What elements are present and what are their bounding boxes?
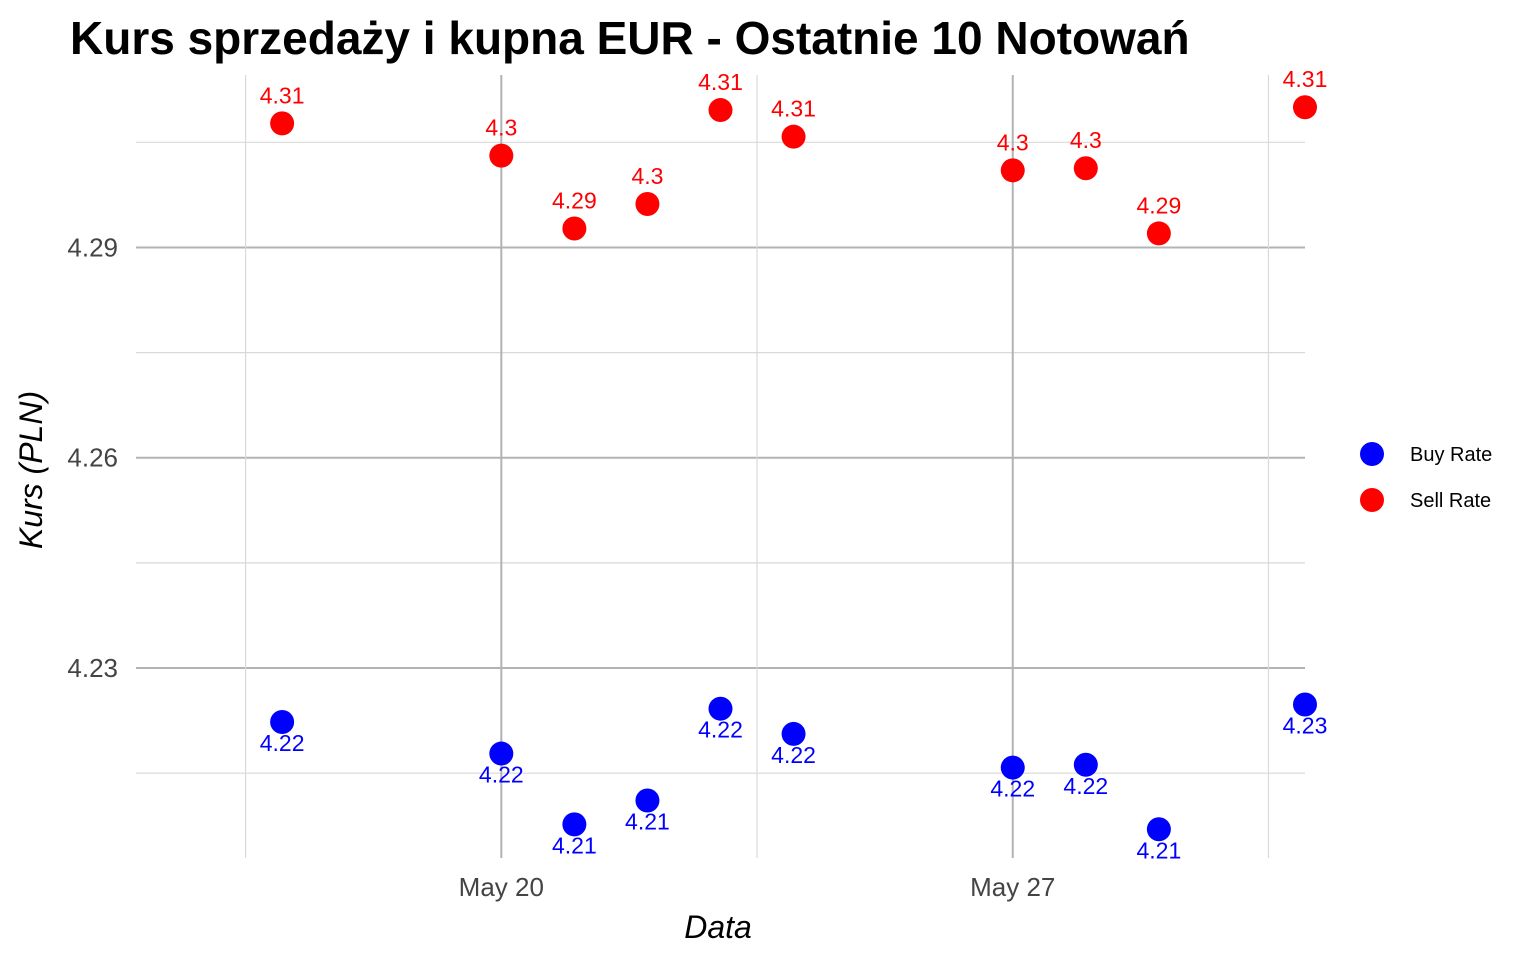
buy-rate-point	[562, 812, 587, 837]
buy-rate-data-label: 4.22	[771, 742, 816, 768]
sell-rate-data-label: 4.3	[485, 115, 517, 141]
x-tick-label: May 20	[459, 872, 544, 902]
series-buy-rate: 4.22 4.22 4.21 4.21 4.22 4.22 4.22 4.22 4.21 4.23	[260, 692, 1328, 863]
sell-rate-point	[1000, 158, 1025, 183]
buy-rate-data-label: 4.21	[625, 809, 670, 835]
sell-rate-point	[1073, 156, 1098, 181]
buy-rate-point	[1146, 817, 1171, 842]
sell-rate-data-label: 4.31	[771, 96, 816, 122]
sell-rate-data-label: 4.3	[631, 163, 663, 189]
sell-rate-point	[635, 191, 660, 216]
sell-rate-data-label: 4.31	[1283, 66, 1328, 92]
buy-rate-point	[781, 721, 806, 746]
series-sell-rate: 4.31 4.3 4.29 4.3 4.31 4.31 4.3 4.3 4.29 4.31	[260, 66, 1328, 246]
x-tick-label: May 27	[970, 872, 1055, 902]
sell-rate-point	[270, 111, 295, 136]
y-tick-label: 4.23	[67, 653, 118, 683]
sell-rate-data-label: 4.31	[260, 82, 305, 108]
sell-rate-point	[489, 143, 514, 168]
buy-rate-data-label: 4.23	[1283, 712, 1328, 738]
y-tick-label: 4.26	[67, 443, 118, 473]
sell-rate-data-label: 4.29	[1136, 192, 1181, 218]
sell-rate-data-label: 4.3	[997, 129, 1029, 155]
buy-rate-point	[270, 710, 295, 735]
x-axis-ticks: May 20 May 27	[459, 872, 1056, 902]
legend-label-buy-rate: Buy Rate	[1410, 444, 1492, 466]
y-axis-ticks: 4.23 4.26 4.29	[67, 232, 118, 683]
buy-rate-data-label: 4.22	[479, 762, 524, 788]
buy-rate-point	[1073, 752, 1098, 777]
sell-rate-point	[781, 124, 806, 149]
plot-grid	[136, 75, 1305, 858]
sell-rate-point	[708, 98, 733, 123]
x-axis-title: Data	[684, 909, 752, 945]
buy-rate-point	[1000, 755, 1025, 780]
sell-rate-point	[1293, 95, 1317, 120]
legend-key-sell-rate	[1360, 488, 1384, 512]
sell-rate-data-label: 4.3	[1070, 127, 1102, 153]
buy-rate-point	[1293, 692, 1317, 717]
sell-rate-data-label: 4.31	[698, 69, 743, 95]
buy-rate-point	[489, 741, 514, 766]
legend-key-buy-rate	[1360, 442, 1384, 466]
sell-rate-point	[562, 216, 587, 241]
sell-rate-point	[1146, 221, 1171, 246]
y-tick-label: 4.29	[67, 232, 118, 262]
chart-title: Kurs sprzedaży i kupna EUR - Ostatnie 10…	[70, 12, 1190, 64]
buy-rate-data-label: 4.21	[552, 832, 597, 858]
sell-rate-data-label: 4.29	[552, 188, 597, 214]
buy-rate-data-label: 4.22	[1063, 773, 1108, 799]
buy-rate-data-label: 4.21	[1136, 837, 1181, 863]
series-layer: 4.22 4.22 4.21 4.21 4.22 4.22 4.22 4.22 4.21 4.23…	[260, 66, 1328, 863]
buy-rate-point	[708, 696, 733, 721]
buy-rate-data-label: 4.22	[260, 730, 305, 756]
buy-rate-point	[635, 788, 660, 813]
legend-label-sell-rate: Sell Rate	[1410, 490, 1491, 512]
buy-rate-data-label: 4.22	[698, 717, 743, 743]
legend: Buy Rate Sell Rate	[1360, 442, 1492, 512]
y-axis-title: Kurs (PLN)	[13, 391, 49, 549]
buy-rate-data-label: 4.22	[990, 776, 1035, 802]
